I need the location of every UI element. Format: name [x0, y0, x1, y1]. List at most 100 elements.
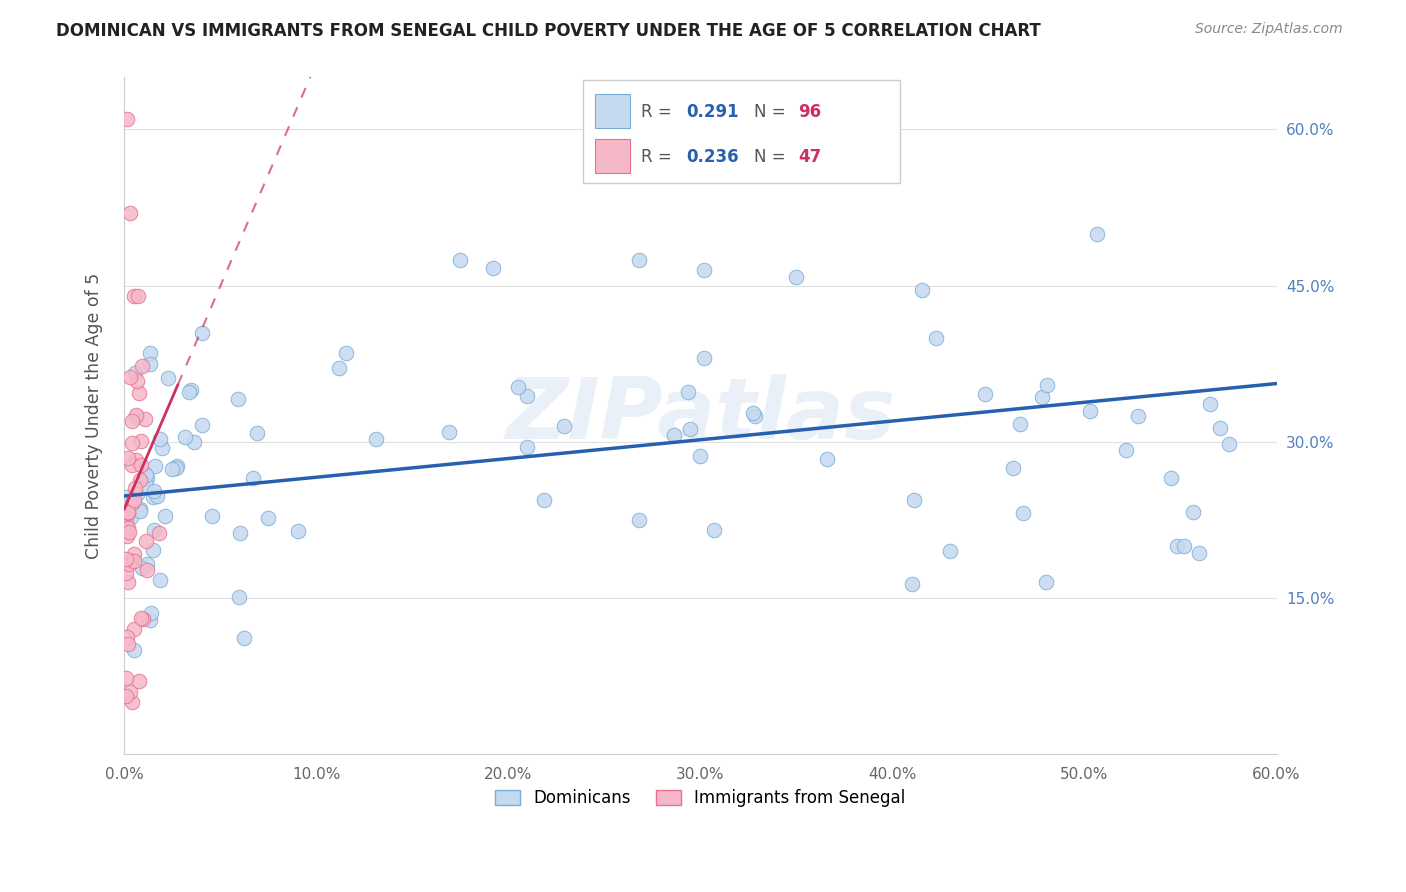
Dominicans [939, 544, 962, 558]
Dominicans [180, 383, 202, 397]
Dominicans [139, 613, 162, 627]
Immigrants from Senegal [124, 482, 146, 496]
Dominicans [741, 406, 763, 420]
Dominicans [287, 524, 309, 538]
Immigrants from Senegal [115, 690, 138, 704]
Immigrants from Senegal [122, 622, 145, 636]
Immigrants from Senegal [117, 558, 139, 572]
Dominicans [150, 441, 173, 455]
Immigrants from Senegal [127, 374, 149, 388]
Dominicans [1128, 409, 1150, 424]
Dominicans [166, 459, 188, 474]
Text: N =: N = [754, 148, 790, 166]
Immigrants from Senegal [121, 695, 143, 709]
Dominicans [439, 425, 461, 440]
Immigrants from Senegal [122, 547, 145, 561]
Immigrants from Senegal [115, 552, 138, 566]
Immigrants from Senegal [125, 408, 148, 422]
Immigrants from Senegal [122, 289, 145, 303]
Dominicans [228, 591, 250, 605]
Dominicans [1188, 546, 1211, 560]
Text: R =: R = [641, 103, 678, 121]
Immigrants from Senegal [115, 671, 138, 685]
Dominicans [1085, 227, 1108, 242]
Dominicans [516, 441, 538, 455]
Dominicans [785, 270, 807, 285]
Immigrants from Senegal [135, 534, 157, 549]
Dominicans [124, 366, 146, 380]
Text: ZIPatlas: ZIPatlas [505, 375, 896, 458]
Immigrants from Senegal [128, 385, 150, 400]
Text: 0.291: 0.291 [686, 103, 738, 121]
Dominicans [139, 606, 162, 620]
Dominicans [157, 371, 180, 385]
Dominicans [516, 389, 538, 403]
Immigrants from Senegal [148, 526, 170, 541]
Immigrants from Senegal [118, 684, 141, 698]
Dominicans [925, 331, 948, 345]
Immigrants from Senegal [118, 524, 141, 539]
Dominicans [449, 252, 471, 267]
Immigrants from Senegal [131, 434, 153, 449]
Dominicans [122, 643, 145, 657]
Immigrants from Senegal [129, 610, 152, 624]
Dominicans [627, 252, 650, 267]
Dominicans [553, 419, 575, 434]
Dominicans [1008, 417, 1031, 431]
Dominicans [138, 346, 160, 360]
Immigrants from Senegal [129, 473, 152, 487]
Dominicans [136, 557, 159, 571]
Dominicans [1199, 397, 1222, 411]
Immigrants from Senegal [118, 206, 141, 220]
Immigrants from Senegal [115, 516, 138, 531]
Immigrants from Senegal [115, 112, 138, 127]
Dominicans [128, 504, 150, 518]
Dominicans [129, 501, 152, 516]
Dominicans [142, 484, 165, 499]
Immigrants from Senegal [121, 436, 143, 450]
Dominicans [1182, 505, 1205, 519]
Dominicans [364, 432, 387, 446]
Dominicans [1166, 539, 1188, 553]
Text: 47: 47 [799, 148, 823, 166]
Text: 0.236: 0.236 [686, 148, 738, 166]
Dominicans [232, 631, 254, 645]
Text: N =: N = [754, 103, 790, 121]
Dominicans [533, 493, 555, 508]
Dominicans [149, 574, 172, 588]
Immigrants from Senegal [124, 453, 146, 467]
Dominicans [676, 384, 699, 399]
Text: Source: ZipAtlas.com: Source: ZipAtlas.com [1195, 22, 1343, 37]
Dominicans [177, 385, 200, 400]
Immigrants from Senegal [117, 506, 139, 520]
Dominicans [135, 478, 157, 492]
Dominicans [139, 357, 162, 371]
Immigrants from Senegal [117, 630, 139, 644]
Dominicans [508, 380, 530, 394]
Dominicans [124, 409, 146, 424]
Immigrants from Senegal [122, 554, 145, 568]
Immigrants from Senegal [117, 451, 139, 466]
Dominicans [153, 509, 176, 524]
Dominicans [149, 433, 172, 447]
Immigrants from Senegal [129, 458, 152, 473]
Immigrants from Senegal [117, 505, 139, 519]
Dominicans [228, 526, 250, 541]
Dominicans [693, 263, 716, 277]
Dominicans [162, 462, 184, 476]
Dominicans [1173, 539, 1195, 553]
Dominicans [1160, 471, 1182, 485]
Dominicans [143, 458, 166, 473]
Y-axis label: Child Poverty Under the Age of 5: Child Poverty Under the Age of 5 [86, 273, 103, 559]
Dominicans [328, 361, 350, 376]
Dominicans [744, 409, 766, 424]
Immigrants from Senegal [117, 637, 139, 651]
Dominicans [335, 346, 357, 360]
Dominicans [1115, 442, 1137, 457]
Immigrants from Senegal [115, 566, 138, 580]
Immigrants from Senegal [134, 411, 156, 425]
Dominicans [191, 326, 214, 341]
Text: R =: R = [641, 148, 678, 166]
Dominicans [142, 542, 165, 557]
Dominicans [815, 452, 838, 467]
